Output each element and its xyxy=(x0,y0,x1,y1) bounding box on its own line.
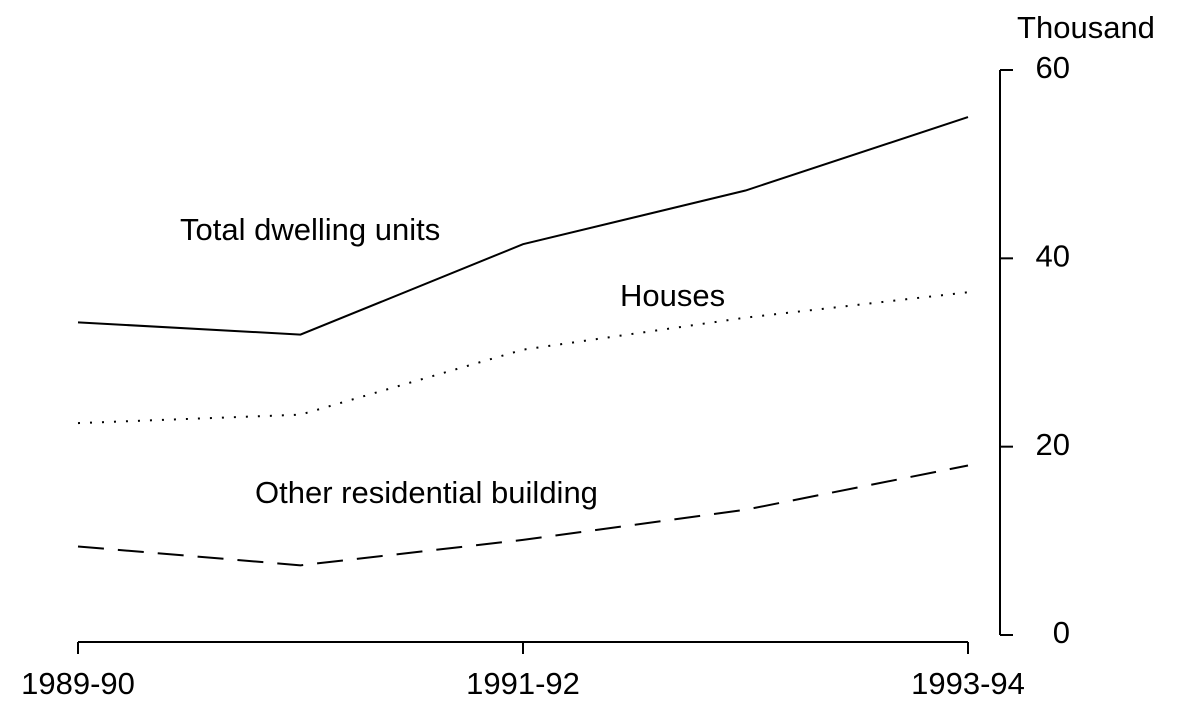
series-line xyxy=(77,116,969,336)
series-label: Houses xyxy=(620,278,725,313)
x-tick-label: 1993-94 xyxy=(911,666,1025,701)
x-tick-label: 1989-90 xyxy=(21,666,135,701)
y-tick-label: 20 xyxy=(1036,427,1070,462)
series-label: Other residential building xyxy=(255,475,598,510)
series-line xyxy=(77,291,969,425)
series-label: Total dwelling units xyxy=(180,212,440,247)
y-tick-label: 0 xyxy=(1053,615,1070,650)
y-axis-label: Thousand xyxy=(1017,10,1155,45)
y-tick-label: 60 xyxy=(1036,50,1070,85)
y-tick-label: 40 xyxy=(1036,239,1070,274)
series-line xyxy=(77,464,969,567)
x-tick-label: 1991-92 xyxy=(466,666,580,701)
